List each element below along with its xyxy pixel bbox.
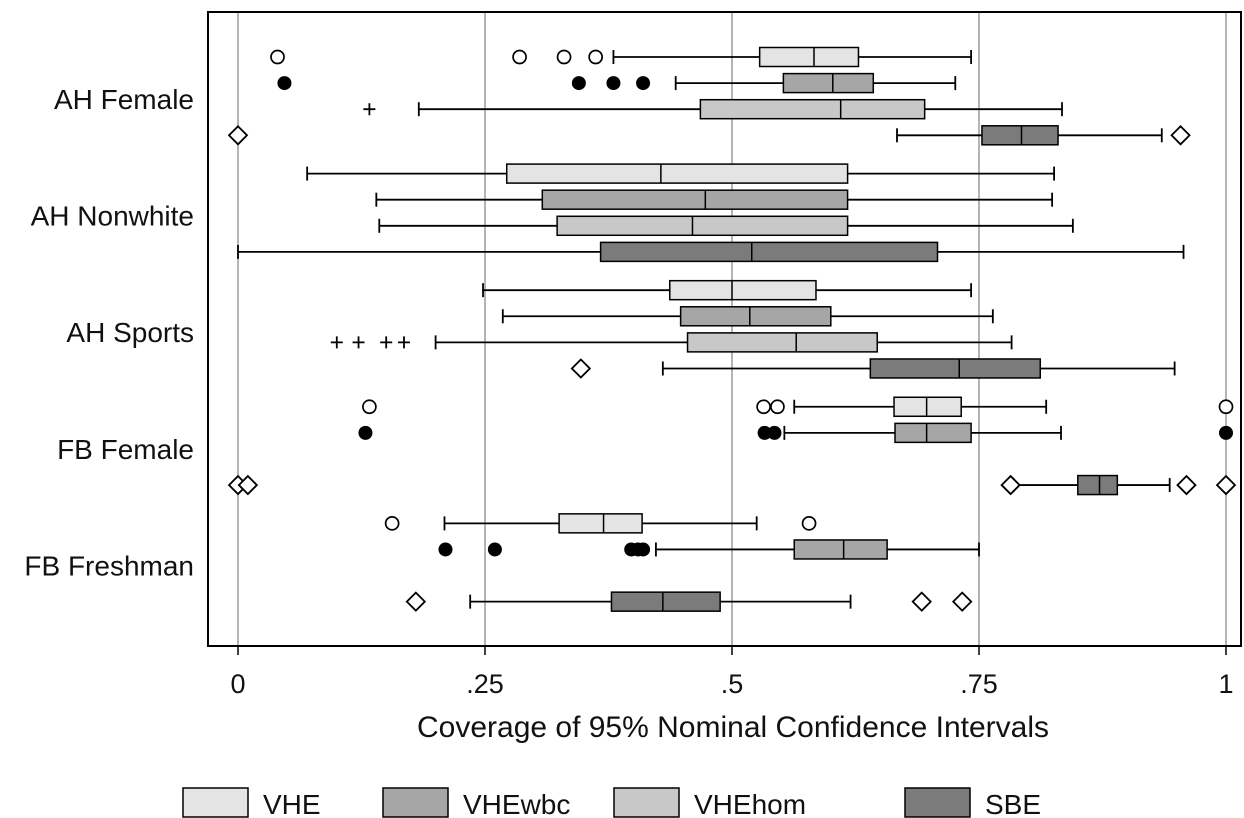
- category-labels: AH Female AH Nonwhite AH Sports FB Female FB…: [24, 84, 194, 581]
- x-tick-label: .25: [466, 669, 504, 699]
- outlier-point: [380, 336, 393, 349]
- outlier-point: [512, 49, 527, 65]
- outlier-point: [571, 76, 586, 91]
- outlier-point: [227, 125, 249, 146]
- legend-label: VHEwbc: [463, 789, 570, 818]
- box-iqr: [893, 396, 962, 418]
- box-iqr: [793, 539, 888, 560]
- box-iqr: [505, 163, 849, 184]
- outlier-point: [1218, 399, 1234, 415]
- outlier-point: [384, 516, 400, 531]
- x-tick-label: 0: [230, 669, 245, 699]
- outliers: [227, 49, 1237, 612]
- outlier-point: [438, 542, 453, 557]
- legend-label: SBE: [985, 789, 1041, 818]
- outlier-point: [606, 76, 621, 91]
- box-iqr: [758, 46, 860, 68]
- legend-label: VHE: [263, 789, 321, 818]
- x-axis-ticks: 0 .25 .5 .75 1: [230, 646, 1234, 699]
- outlier-point: [405, 591, 427, 612]
- box-iqr: [669, 279, 817, 301]
- box-plots: [237, 46, 1185, 612]
- outlier-point: [756, 399, 771, 415]
- outlier-point: [570, 358, 592, 379]
- outlier-point: [1219, 425, 1233, 440]
- category-label: FB Female: [57, 434, 194, 465]
- box-iqr: [699, 98, 926, 120]
- outlier-point: [270, 49, 285, 65]
- outlier-point: [770, 399, 785, 415]
- box-iqr: [782, 72, 875, 94]
- outlier-point: [556, 49, 572, 65]
- legend-label: VHEhom: [694, 789, 806, 818]
- outlier-point: [801, 516, 817, 531]
- box-iqr: [894, 422, 972, 444]
- x-tick-label: .5: [721, 669, 744, 699]
- x-tick-label: .75: [960, 669, 998, 699]
- legend-swatch: [904, 787, 971, 818]
- outlier-point: [1000, 474, 1021, 496]
- outlier-point: [362, 399, 377, 415]
- category-label: AH Sports: [66, 317, 194, 348]
- outlier-point: [487, 542, 502, 557]
- box-iqr: [610, 591, 721, 612]
- outlier-point: [277, 76, 292, 91]
- category-label: FB Freshman: [24, 550, 194, 581]
- legend-swatch: [382, 787, 449, 818]
- outlier-point: [588, 49, 604, 65]
- box-iqr: [558, 513, 643, 534]
- outlier-point: [1170, 125, 1191, 146]
- box-iqr: [541, 189, 849, 210]
- box-iqr: [1077, 474, 1119, 496]
- legend: VHE VHEwbc VHEhom SBE: [182, 787, 1041, 818]
- outlier-point: [911, 591, 932, 612]
- x-axis-title: Coverage of 95% Nominal Confidence Inter…: [417, 711, 1049, 744]
- outlier-point: [330, 336, 343, 349]
- outlier-point: [1176, 474, 1197, 496]
- x-tick-label: 1: [1218, 669, 1233, 699]
- outlier-point: [237, 474, 259, 496]
- box-iqr: [679, 306, 832, 327]
- legend-swatch: [182, 787, 249, 818]
- box-iqr: [981, 125, 1059, 146]
- plot-frame: [207, 11, 1242, 647]
- outlier-point: [1215, 474, 1237, 496]
- outlier-point: [358, 425, 373, 440]
- outlier-point: [636, 542, 651, 557]
- outlier-point: [352, 336, 365, 349]
- category-label: AH Nonwhite: [31, 201, 194, 232]
- outlier-point: [757, 425, 772, 440]
- outlier-point: [767, 425, 782, 440]
- outlier-point: [397, 336, 410, 349]
- box-iqr: [686, 332, 878, 353]
- category-label: AH Female: [54, 84, 194, 115]
- outlier-point: [951, 591, 973, 612]
- box-iqr: [869, 358, 1042, 379]
- outlier-point: [636, 76, 651, 91]
- outlier-point: [363, 103, 376, 116]
- box-iqr: [599, 241, 939, 263]
- box-iqr: [556, 215, 849, 237]
- legend-swatch: [613, 787, 680, 818]
